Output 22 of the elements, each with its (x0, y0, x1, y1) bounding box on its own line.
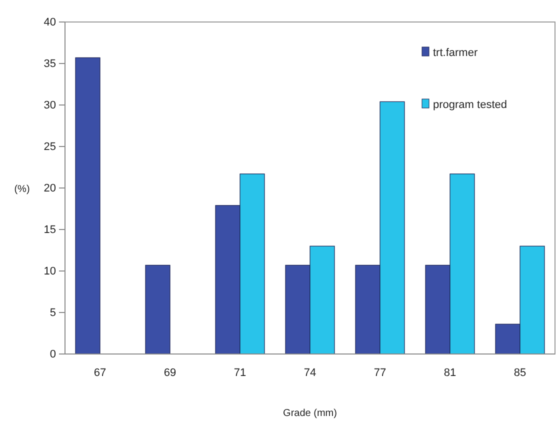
y-tick-label: 15 (44, 224, 56, 236)
y-tick-label: 5 (50, 307, 56, 320)
x-tick-label: 69 (164, 366, 176, 379)
legend-label: trt.farmer (433, 47, 478, 59)
y-tick-label: 35 (44, 58, 56, 70)
y-tick-label: 30 (44, 100, 56, 112)
y-tick-label: 10 (44, 266, 56, 278)
x-tick-label: 85 (514, 366, 526, 379)
bar (145, 264, 170, 354)
y-tick-label: 0 (50, 348, 56, 361)
x-tick-label: 71 (234, 366, 246, 379)
x-tick-label: 81 (444, 366, 456, 379)
legend-label: program tested (433, 99, 507, 111)
y-tick-label: 40 (44, 16, 56, 29)
bar (75, 57, 100, 354)
x-tick-label: 74 (304, 366, 316, 379)
y-tick-label: 20 (44, 182, 56, 195)
y-tick-label: 25 (44, 141, 56, 154)
x-axis-title: Grade (mm) (283, 408, 337, 419)
x-tick-label: 77 (374, 366, 386, 379)
y-axis-title: (%) (14, 184, 30, 195)
x-tick-label: 67 (94, 366, 106, 379)
